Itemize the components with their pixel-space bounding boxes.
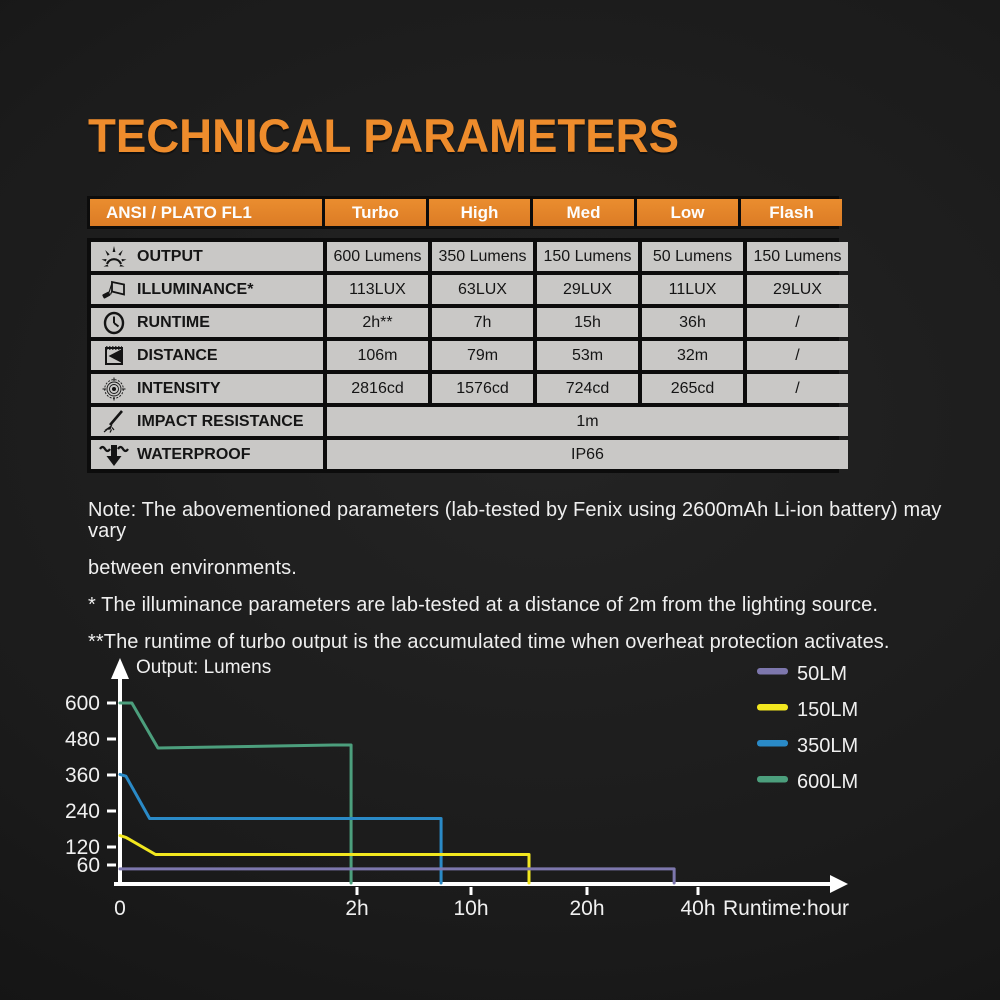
row-label-illuminance: ILLUMINANCE* bbox=[91, 275, 323, 304]
row-label-waterproof: WATERPROOF bbox=[91, 440, 323, 469]
legend-swatch-50lm bbox=[757, 668, 788, 675]
row-label-output: OUTPUT bbox=[91, 242, 323, 271]
row-label-distance: DISTANCE bbox=[91, 341, 323, 370]
cell-intensity-high: 1576cd bbox=[432, 374, 533, 403]
y-tick-label: 60 bbox=[77, 854, 100, 877]
row-label-impact-resistance: IMPACT RESISTANCE bbox=[91, 407, 323, 436]
page-title: TECHNICAL PARAMETERS bbox=[88, 109, 680, 162]
cell-distance-turbo: 106m bbox=[327, 341, 428, 370]
legend-swatch-150lm bbox=[757, 704, 788, 711]
cell-output-low: 50 Lumens bbox=[642, 242, 743, 271]
y-tick-label: 480 bbox=[65, 728, 100, 751]
cell-runtime-high: 7h bbox=[432, 308, 533, 337]
cell-output-flash: 150 Lumens bbox=[747, 242, 848, 271]
cell-intensity-turbo: 2816cd bbox=[327, 374, 428, 403]
table-header-med: Med bbox=[533, 199, 634, 226]
x-tick-label: 0 bbox=[114, 897, 126, 920]
y-tick-label: 120 bbox=[65, 836, 100, 859]
y-tick-label: 600 bbox=[65, 692, 100, 715]
table-header-high: High bbox=[429, 199, 530, 226]
cell-illuminance-turbo: 113LUX bbox=[327, 275, 428, 304]
cell-distance-low: 32m bbox=[642, 341, 743, 370]
cell-runtime-flash: / bbox=[747, 308, 848, 337]
cell-runtime-med: 15h bbox=[537, 308, 638, 337]
row-label-text: DISTANCE bbox=[137, 346, 218, 364]
cell-illuminance-flash: 29LUX bbox=[747, 275, 848, 304]
series-line-150lm bbox=[118, 834, 531, 885]
note-line-4: **The runtime of turbo output is the acc… bbox=[88, 631, 890, 653]
table-header-ansi-plato: ANSI / PLATO FL1 bbox=[90, 199, 322, 226]
x-axis-arrow bbox=[830, 875, 848, 893]
note-line-2: between environments. bbox=[88, 557, 297, 579]
cell-distance-high: 79m bbox=[432, 341, 533, 370]
table-header-low: Low bbox=[637, 199, 738, 226]
cell-runtime-turbo: 2h** bbox=[327, 308, 428, 337]
series-line-600lm bbox=[118, 701, 353, 885]
row-label-text: OUTPUT bbox=[137, 247, 203, 265]
legend-label-600lm: 600LM bbox=[797, 771, 858, 793]
spec-table-body: OUTPUT 600 Lumens 350 Lumens 150 Lumens … bbox=[87, 238, 848, 473]
legend-label-350lm: 350LM bbox=[797, 735, 858, 757]
target-icon bbox=[91, 377, 137, 401]
legend-label-150lm: 150LM bbox=[797, 699, 858, 721]
light-burst-icon bbox=[91, 245, 137, 269]
legend-swatch-600lm bbox=[757, 776, 788, 783]
cell-illuminance-low: 11LUX bbox=[642, 275, 743, 304]
x-tick-label: 20h bbox=[569, 897, 604, 920]
cell-intensity-flash: / bbox=[747, 374, 848, 403]
cell-waterproof-value: IP66 bbox=[327, 440, 848, 469]
cell-output-high: 350 Lumens bbox=[432, 242, 533, 271]
cell-runtime-low: 36h bbox=[642, 308, 743, 337]
waterproof-arrow-icon bbox=[91, 442, 137, 468]
row-label-intensity: INTENSITY bbox=[91, 374, 323, 403]
note-line-1: Note: The abovementioned parameters (lab… bbox=[88, 499, 942, 542]
row-label-text: IMPACT RESISTANCE bbox=[137, 412, 304, 430]
cell-output-turbo: 600 Lumens bbox=[327, 242, 428, 271]
row-label-text: ILLUMINANCE* bbox=[137, 280, 254, 298]
beam-distance-icon bbox=[91, 344, 137, 368]
flashlight-projection-icon bbox=[91, 278, 137, 302]
y-axis-arrow bbox=[111, 658, 129, 679]
clock-icon bbox=[91, 311, 137, 335]
notes-block: Note: The abovementioned parameters (lab… bbox=[88, 500, 948, 669]
x-tick-label: 40h bbox=[680, 897, 715, 920]
impact-arrow-icon bbox=[91, 409, 137, 435]
row-label-runtime: RUNTIME bbox=[91, 308, 323, 337]
series-line-50lm bbox=[118, 867, 676, 885]
cell-output-med: 150 Lumens bbox=[537, 242, 638, 271]
note-line-3: * The illuminance parameters are lab-tes… bbox=[88, 594, 879, 616]
cell-illuminance-high: 63LUX bbox=[432, 275, 533, 304]
cell-distance-flash: / bbox=[747, 341, 848, 370]
x-tick-label: 2h bbox=[345, 897, 368, 920]
row-label-text: RUNTIME bbox=[137, 313, 210, 331]
spec-table: ANSI / PLATO FL1 Turbo High Med Low Flas… bbox=[87, 196, 848, 473]
x-axis-title: Runtime:hour bbox=[723, 897, 849, 920]
row-label-text: INTENSITY bbox=[137, 379, 221, 397]
cell-intensity-low: 265cd bbox=[642, 374, 743, 403]
legend-label-50lm: 50LM bbox=[797, 663, 847, 685]
row-label-text: WATERPROOF bbox=[137, 445, 251, 463]
legend-swatch-350lm bbox=[757, 740, 788, 747]
spec-table-header-row: ANSI / PLATO FL1 Turbo High Med Low Flas… bbox=[87, 196, 842, 229]
y-axis-title: Output: Lumens bbox=[136, 657, 271, 678]
table-header-turbo: Turbo bbox=[325, 199, 426, 226]
table-header-flash: Flash bbox=[741, 199, 842, 226]
y-tick-label: 360 bbox=[65, 764, 100, 787]
cell-intensity-med: 724cd bbox=[537, 374, 638, 403]
y-tick-label: 240 bbox=[65, 800, 100, 823]
series-line-350lm bbox=[118, 772, 443, 885]
cell-illuminance-med: 29LUX bbox=[537, 275, 638, 304]
cell-distance-med: 53m bbox=[537, 341, 638, 370]
cell-impact-resistance-value: 1m bbox=[327, 407, 848, 436]
x-tick-label: 10h bbox=[453, 897, 488, 920]
